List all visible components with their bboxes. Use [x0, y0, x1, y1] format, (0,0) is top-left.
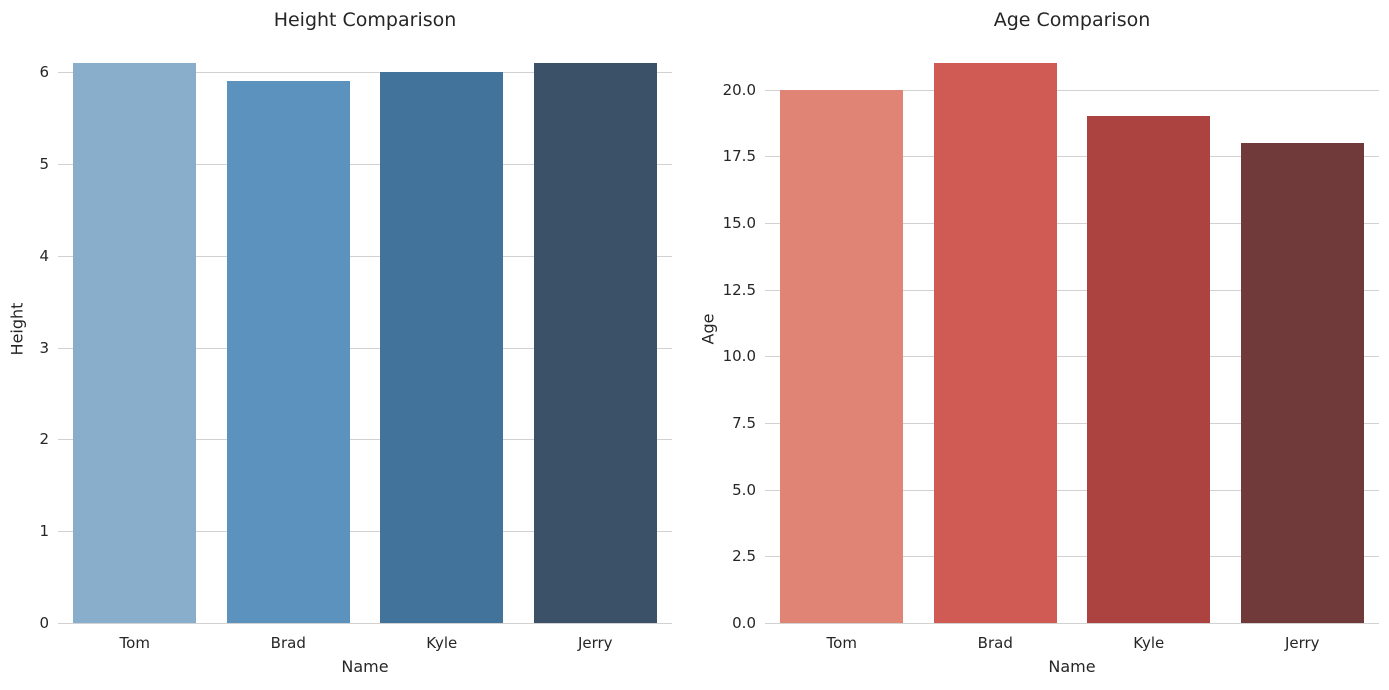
y-tick-label: 4 [39, 246, 49, 265]
gridline [765, 489, 1379, 491]
y-tick-label: 5.0 [732, 480, 756, 499]
gridline [58, 623, 672, 624]
gridline [58, 347, 672, 349]
gridline [58, 439, 672, 441]
y-tick-label: 7.5 [732, 414, 756, 432]
chart-title: Height Comparison [273, 9, 457, 31]
bar-jerry [1240, 143, 1364, 623]
gridline [58, 255, 672, 257]
bar-kyle [1087, 116, 1211, 623]
gridline [58, 163, 672, 165]
y-tick-label: 5 [39, 154, 49, 173]
x-axis-label: Name [1048, 657, 1096, 676]
bar-tom [73, 63, 197, 623]
subplot-age-comparison: Age Comparison Age 0.0 2.5 5.0 7.5 10.0 12.5 1… [695, 0, 1389, 690]
x-tick-label: Tom [826, 634, 857, 652]
x-tick-label: Kyle [426, 634, 458, 652]
bar-jerry [533, 63, 657, 623]
y-tick-label: 2.5 [732, 547, 756, 566]
x-tick-label: Brad [270, 634, 306, 652]
gridline [765, 156, 1379, 158]
subplot-height-comparison: Height Comparison Height 0 1 2 3 4 5 6 Tom Brad K… [0, 0, 694, 690]
y-axis-label: Height [7, 302, 27, 356]
gridline [765, 556, 1379, 558]
y-tick-label: 15.0 [722, 214, 756, 232]
gridline [765, 623, 1379, 624]
y-tick-label: 3 [39, 338, 49, 357]
y-tick-label: 2 [39, 430, 49, 449]
x-axis-label: Name [341, 657, 389, 676]
y-tick-label: 1 [39, 522, 49, 541]
x-tick-label: Kyle [1133, 634, 1165, 652]
x-tick-label: Brad [977, 634, 1013, 652]
y-tick-label: 0 [39, 614, 49, 632]
gridline [765, 289, 1379, 291]
x-tick-label: Jerry [1284, 634, 1320, 652]
gridline [58, 531, 672, 533]
x-tick-label: Jerry [577, 634, 613, 652]
gridline [58, 72, 672, 74]
y-tick-label: 6 [39, 63, 49, 82]
bar-tom [780, 89, 904, 623]
y-tick-label: 10.0 [722, 347, 756, 366]
plot-area: 0.0 2.5 5.0 7.5 10.0 12.5 15.0 17.5 20.0 Tom Brad K… [723, 35, 1379, 652]
x-tick-label: Tom [119, 634, 150, 652]
chart-title: Age Comparison [993, 9, 1151, 31]
y-tick-label: 0.0 [732, 614, 756, 632]
bar-brad [933, 63, 1057, 623]
gridline [765, 223, 1379, 224]
plot-area: 0 1 2 3 4 5 6 Tom Brad Kyle Jerry [39, 35, 672, 652]
gridline [765, 423, 1379, 424]
bar-brad [226, 81, 350, 623]
bar-kyle [380, 72, 504, 623]
y-axis-label: Age [698, 313, 718, 345]
gridline [765, 89, 1379, 91]
gridline [765, 356, 1379, 358]
y-tick-label: 20.0 [722, 80, 756, 99]
y-tick-label: 17.5 [722, 147, 756, 166]
y-tick-label: 12.5 [722, 280, 756, 299]
